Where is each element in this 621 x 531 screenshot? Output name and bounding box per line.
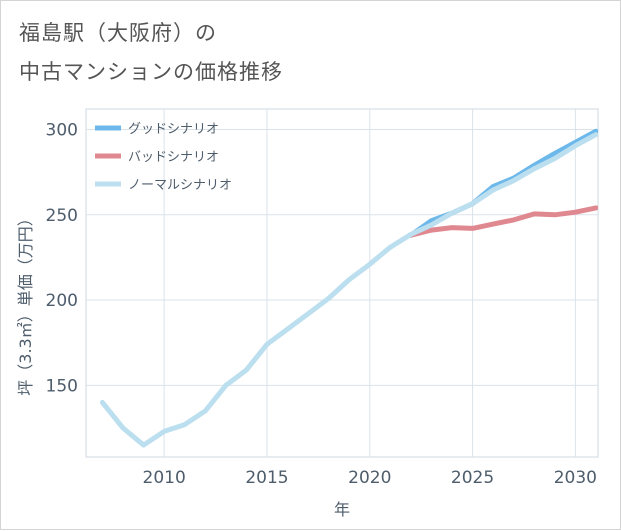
plot-area-border [85,108,599,458]
axes: 2010 2015 2020 2025 2030 150 200 250 300 年 坪（3.3㎡）… [16,120,597,519]
y-axis-title: 坪（3.3㎡）単価（万円） [16,210,35,395]
series-lines [99,128,598,448]
grid [85,108,599,458]
y-tick-label: 150 [46,376,78,396]
y-tick-label: 300 [46,120,78,140]
legend-label: ノーマルシナリオ [128,178,232,193]
x-axis-title: 年 [334,500,350,519]
legend-good-scenario[interactable]: グッドシナリオ [95,122,219,137]
x-tick-label: 2020 [348,468,391,488]
y-tick-label: 200 [46,291,78,311]
chart-title-line-2: 中古マンションの価格推移 [19,60,283,84]
y-tick-label: 250 [46,206,78,226]
chart-title-line-1: 福島駅（大阪府）の [19,21,217,45]
normal-scenario-line [99,132,598,448]
legend-label: グッドシナリオ [128,122,219,137]
x-tick-label: 2015 [245,468,288,488]
legend-label: バッドシナリオ [128,150,219,165]
legend-normal-scenario[interactable]: ノーマルシナリオ [95,178,232,193]
bad-scenario-line [408,205,598,238]
x-tick-label: 2030 [554,468,597,488]
legend-bad-scenario[interactable]: バッドシナリオ [95,150,219,165]
x-tick-label: 2010 [143,468,186,488]
x-tick-label: 2025 [451,468,494,488]
